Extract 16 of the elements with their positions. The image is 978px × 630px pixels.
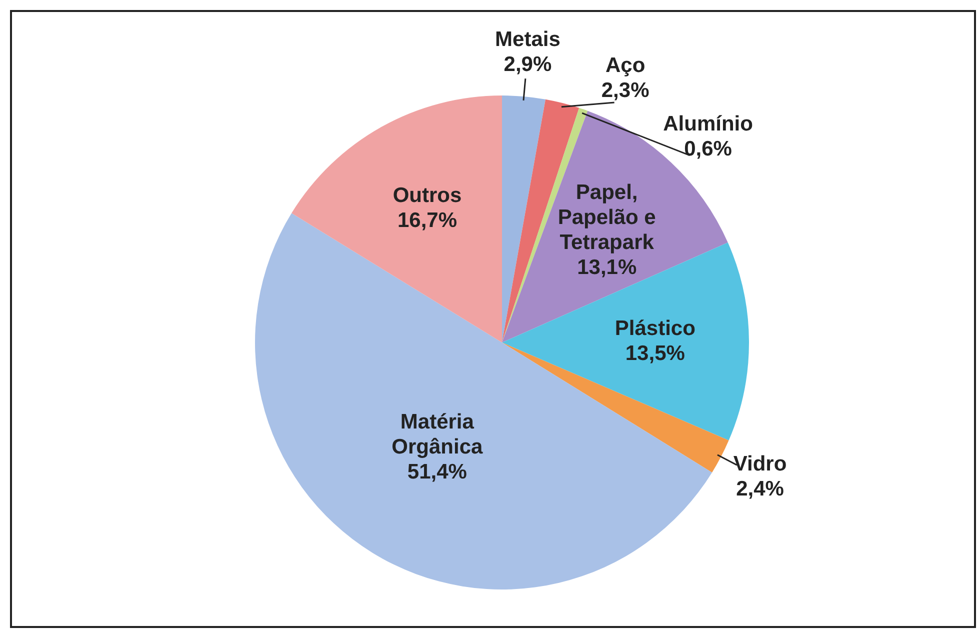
data-label: 0,6%: [684, 137, 732, 160]
slice-label: Matéria Orgânica: [392, 410, 484, 458]
data-label: 13,5%: [625, 342, 686, 366]
slice-label: Plástico: [614, 317, 696, 340]
data-label: 13,1%: [577, 256, 637, 280]
slice-label: Vidro: [733, 452, 787, 476]
data-label: 2,9%: [504, 52, 552, 76]
slice-label: Aço: [605, 54, 646, 78]
data-label: 2,3%: [601, 79, 650, 102]
slice-label: Alumínio: [663, 112, 753, 136]
slice-label: Metais: [495, 28, 560, 51]
data-label: 51,4%: [407, 460, 468, 484]
data-label: 2,4%: [736, 477, 784, 500]
data-label: 16,7%: [397, 209, 458, 232]
slice-label: Outros: [392, 184, 462, 208]
slice-label: Papel, Papelão e Tetrapark: [558, 181, 656, 254]
